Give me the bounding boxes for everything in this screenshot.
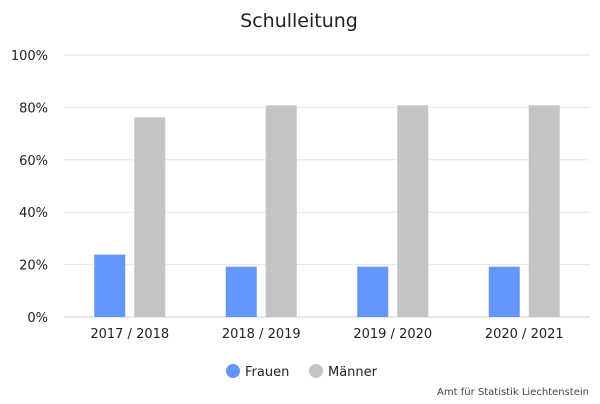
y-axis-tick-labels: 0% 20% 40% 60% 80% 100% <box>11 49 48 326</box>
legend-label-frauen: Frauen <box>245 365 289 380</box>
y-tick-label: 20% <box>19 259 48 274</box>
bar-frauen[interactable] <box>357 266 389 317</box>
x-tick-label: 2017 / 2018 <box>90 327 169 342</box>
credit-text: Amt für Statistik Liechtenstein <box>437 387 589 398</box>
legend-item-frauen[interactable]: Frauen <box>226 364 289 380</box>
y-tick-label: 100% <box>11 49 48 64</box>
legend-label-maenner: Männer <box>328 365 378 380</box>
bar-frauen[interactable] <box>488 266 520 317</box>
bar-m-nner[interactable] <box>528 105 560 317</box>
bar-frauen[interactable] <box>225 266 257 317</box>
chart-title: Schulleitung <box>240 10 358 32</box>
x-tick-label: 2018 / 2019 <box>222 327 301 342</box>
bars <box>94 105 560 317</box>
y-tick-label: 40% <box>19 206 48 221</box>
legend: Frauen Männer <box>226 364 378 380</box>
x-axis-tick-labels: 2017 / 2018 2018 / 2019 2019 / 2020 2020 / … <box>90 327 563 342</box>
bar-m-nner[interactable] <box>265 105 297 317</box>
y-tick-label: 0% <box>27 311 48 326</box>
legend-swatch-frauen <box>226 364 240 378</box>
legend-item-maenner[interactable]: Männer <box>309 364 378 380</box>
x-tick-label: 2019 / 2020 <box>353 327 432 342</box>
bar-m-nner[interactable] <box>397 105 429 317</box>
y-tick-label: 80% <box>19 101 48 116</box>
x-tick-label: 2020 / 2021 <box>485 327 564 342</box>
legend-swatch-maenner <box>309 364 323 378</box>
bar-m-nner[interactable] <box>134 117 166 317</box>
y-tick-label: 60% <box>19 154 48 169</box>
bar-frauen[interactable] <box>94 254 126 317</box>
